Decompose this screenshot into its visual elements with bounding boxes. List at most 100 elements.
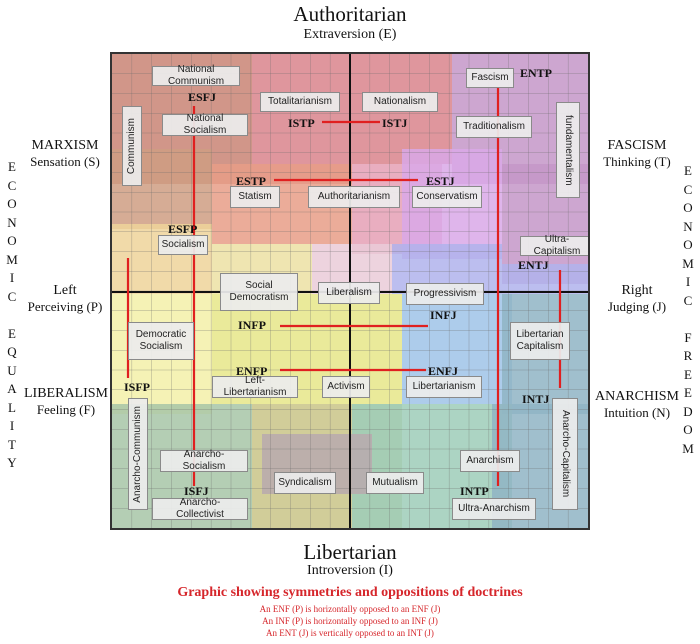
mbti-type-label: ESTJ xyxy=(426,174,455,188)
vertical-letter: I xyxy=(9,270,15,285)
vertical-letter: O xyxy=(7,196,17,211)
vertical-letter: O xyxy=(683,237,693,252)
doctrine-text: Liberalism xyxy=(326,287,372,298)
anarchism-text: ANARCHISM xyxy=(594,389,679,404)
vertical-letter: N xyxy=(7,214,17,230)
vertical-letter: U xyxy=(7,362,17,378)
vertical-letter: T xyxy=(8,436,16,452)
vertical-letter: O xyxy=(683,422,693,437)
vertical-letter: I xyxy=(9,418,15,433)
doctrine-text: Left-Libertarianism xyxy=(223,375,287,398)
doctrine-text: Social Democratism xyxy=(229,280,289,303)
doctrine-label: Left-Libertarianism xyxy=(212,375,298,398)
top-subtitle: Extraversion (E) xyxy=(303,27,397,42)
footer-line-1: An ENF (P) is horizontally opposed to an… xyxy=(259,604,441,614)
doctrine-label: Authoritarianism xyxy=(308,186,400,208)
vertical-letter: M xyxy=(682,255,694,271)
liberalism-label: LIBERALISM Feeling (F) xyxy=(14,386,118,418)
fascism-text: FASCISM xyxy=(607,138,667,153)
doctrine-label: Ultra-Capitalism xyxy=(520,234,588,257)
doctrine-label: Syndicalism xyxy=(274,472,336,494)
doctrine-text: fundamentalism xyxy=(563,114,574,186)
doctrine-text: Syndicalism xyxy=(278,477,332,488)
bottom-subtitle: Introversion (I) xyxy=(307,563,393,578)
doctrine-text: Totalitarianism xyxy=(268,96,332,107)
vertical-letter: C xyxy=(683,292,693,308)
footer-line-2: An INF (P) is horizontally opposed to an… xyxy=(262,616,438,626)
thinking-text: Thinking (T) xyxy=(603,154,671,169)
vertical-letter: E xyxy=(8,325,16,341)
fascism-label: FASCISM Thinking (T) xyxy=(592,138,682,170)
vertical-letter: D xyxy=(683,403,693,419)
doctrine-text: Anarcho-Communism xyxy=(132,405,143,503)
doctrine-text: Communism xyxy=(126,117,137,175)
vertical-letter: Q xyxy=(7,344,17,359)
vertical-letter: C xyxy=(7,288,17,304)
doctrine-text: Nationalism xyxy=(373,96,427,107)
mbti-type-label: ENTP xyxy=(520,66,553,80)
liberalism-text: LIBERALISM xyxy=(24,386,108,401)
doctrine-label: Communism xyxy=(122,106,142,186)
doctrine-text: Libertarianism xyxy=(412,381,476,392)
doctrine-text: Traditionalism xyxy=(463,121,525,132)
mbti-type-label: ESFJ xyxy=(188,90,217,104)
doctrine-text: Libertarian Capitalism xyxy=(516,329,564,352)
doctrine-label: Anarchism xyxy=(460,450,520,472)
mbti-type-label: INTP xyxy=(460,484,489,498)
vertical-letter: I xyxy=(685,274,691,289)
mbti-type-label: ENTJ xyxy=(518,258,549,272)
vertical-letter: L xyxy=(8,399,16,415)
vertical-letter: R xyxy=(683,348,693,363)
sensation-text: Sensation (S) xyxy=(30,154,100,169)
doctrine-label: Social Democratism xyxy=(220,273,298,311)
doctrine-text: Mutualism xyxy=(372,477,418,488)
mbti-type-label: ISFJ xyxy=(184,484,209,498)
doctrine-label: Statism xyxy=(230,186,280,208)
doctrine-text: Democratic Socialism xyxy=(135,329,187,352)
mbti-type-label: ESFP xyxy=(168,222,198,236)
mbti-type-label: ISTJ xyxy=(382,116,408,130)
doctrine-text: Progressivism xyxy=(413,288,477,299)
doctrine-label: Anarcho-Communism xyxy=(128,398,148,510)
doctrine-label: Anarcho-Capitalism xyxy=(552,398,578,510)
mbti-type-label: ISTP xyxy=(288,116,315,130)
perceiving-text: Perceiving (P) xyxy=(27,299,103,314)
intuition-text: Intuition (N) xyxy=(603,405,671,420)
vertical-letter: Y xyxy=(7,455,17,470)
left-text: Left xyxy=(53,283,77,298)
marxism-text: MARXISM xyxy=(31,138,99,153)
doctrine-label: Democratic Socialism xyxy=(128,322,194,360)
doctrine-label: Socialism xyxy=(158,235,208,255)
footer-line-3: An ENT (J) is vertically opposed to an I… xyxy=(266,628,434,638)
mbti-type-label: INFJ xyxy=(430,308,457,322)
vertical-letter: C xyxy=(7,177,17,193)
political-compass-chart: National Communism Totalitarianism Nationa… xyxy=(110,52,590,530)
footer-title: Graphic showing symmetries and oppositio… xyxy=(177,585,523,600)
vertical-letter: E xyxy=(8,159,16,174)
vertical-letter: E xyxy=(684,366,692,382)
doctrine-text: Socialism xyxy=(161,239,205,250)
vertical-letter: E xyxy=(684,385,692,400)
mbti-type-label: INTJ xyxy=(522,392,550,406)
doctrine-text: Ultra-Capitalism xyxy=(533,234,581,257)
marxism-label: MARXISM Sensation (S) xyxy=(20,138,110,170)
doctrine-label: Mutualism xyxy=(366,472,424,494)
doctrine-text: Activism xyxy=(327,381,365,392)
color-region xyxy=(502,264,588,294)
anarchism-label: ANARCHISM Intuition (N) xyxy=(590,389,684,421)
vertical-letter: N xyxy=(683,218,693,234)
doctrine-text: National Socialism xyxy=(183,113,227,136)
doctrine-text: Statism xyxy=(238,191,272,202)
doctrine-text: Anarchism xyxy=(466,455,514,466)
doctrine-text: Fascism xyxy=(471,72,509,83)
doctrine-label: Ultra-Anarchism xyxy=(452,498,536,520)
mbti-type-label: ENFJ xyxy=(428,364,458,378)
judging-text: Judging (J) xyxy=(607,299,667,314)
vertical-letter: O xyxy=(7,233,17,248)
top-title: Authoritarian xyxy=(293,2,407,26)
mbti-type-label: ESTP xyxy=(236,174,267,188)
doctrine-label: Conservatism xyxy=(412,186,482,208)
bottom-title: Libertarian xyxy=(303,540,397,564)
vertical-letter xyxy=(4,306,20,325)
